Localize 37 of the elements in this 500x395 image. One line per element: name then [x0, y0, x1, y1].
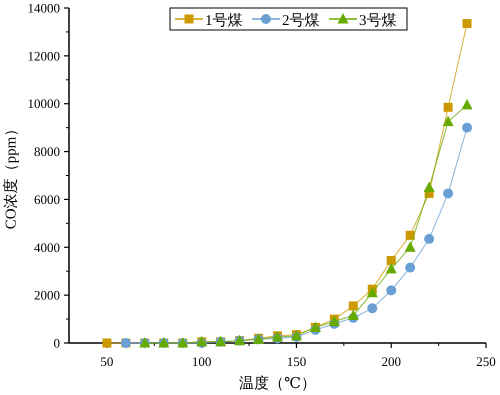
point [348, 309, 359, 320]
point [386, 256, 396, 265]
x-tick-label: 200 [381, 354, 401, 369]
point [462, 122, 472, 133]
x-axis-title: 温度（℃） [239, 375, 316, 392]
y-tick-label: 10000 [28, 96, 60, 112]
y-axis-title: CO浓度（ppm） [2, 122, 20, 230]
point [462, 98, 473, 110]
x-tick-label: 150 [286, 354, 306, 369]
legend-label: 2号煤 [282, 12, 320, 29]
y-tick-label: 12000 [28, 48, 60, 64]
point [348, 301, 358, 310]
point [404, 241, 416, 252]
point [443, 188, 454, 198]
y-tick-label: 2000 [34, 288, 60, 303]
y-tick-label: 14000 [28, 0, 60, 16]
legend-label: 3号煤 [359, 12, 396, 29]
y-tick-label: 8000 [34, 144, 60, 160]
point [102, 338, 112, 348]
point [386, 285, 396, 296]
point [406, 230, 415, 240]
point [366, 286, 378, 298]
point [424, 181, 435, 192]
point [442, 116, 454, 126]
y-tick-label: 6000 [34, 192, 60, 207]
point [386, 262, 397, 274]
point [444, 102, 453, 112]
point [424, 234, 434, 244]
y-tick-label: 4000 [34, 240, 60, 255]
point [462, 19, 472, 28]
legend-label: 1号煤 [205, 12, 242, 29]
x-tick-label: 100 [192, 354, 212, 369]
y-tick-label: 0 [54, 336, 60, 350]
point [405, 262, 416, 273]
x-tick-label: 50 [100, 354, 114, 369]
point [367, 303, 378, 314]
x-tick-label: 250 [476, 354, 496, 369]
